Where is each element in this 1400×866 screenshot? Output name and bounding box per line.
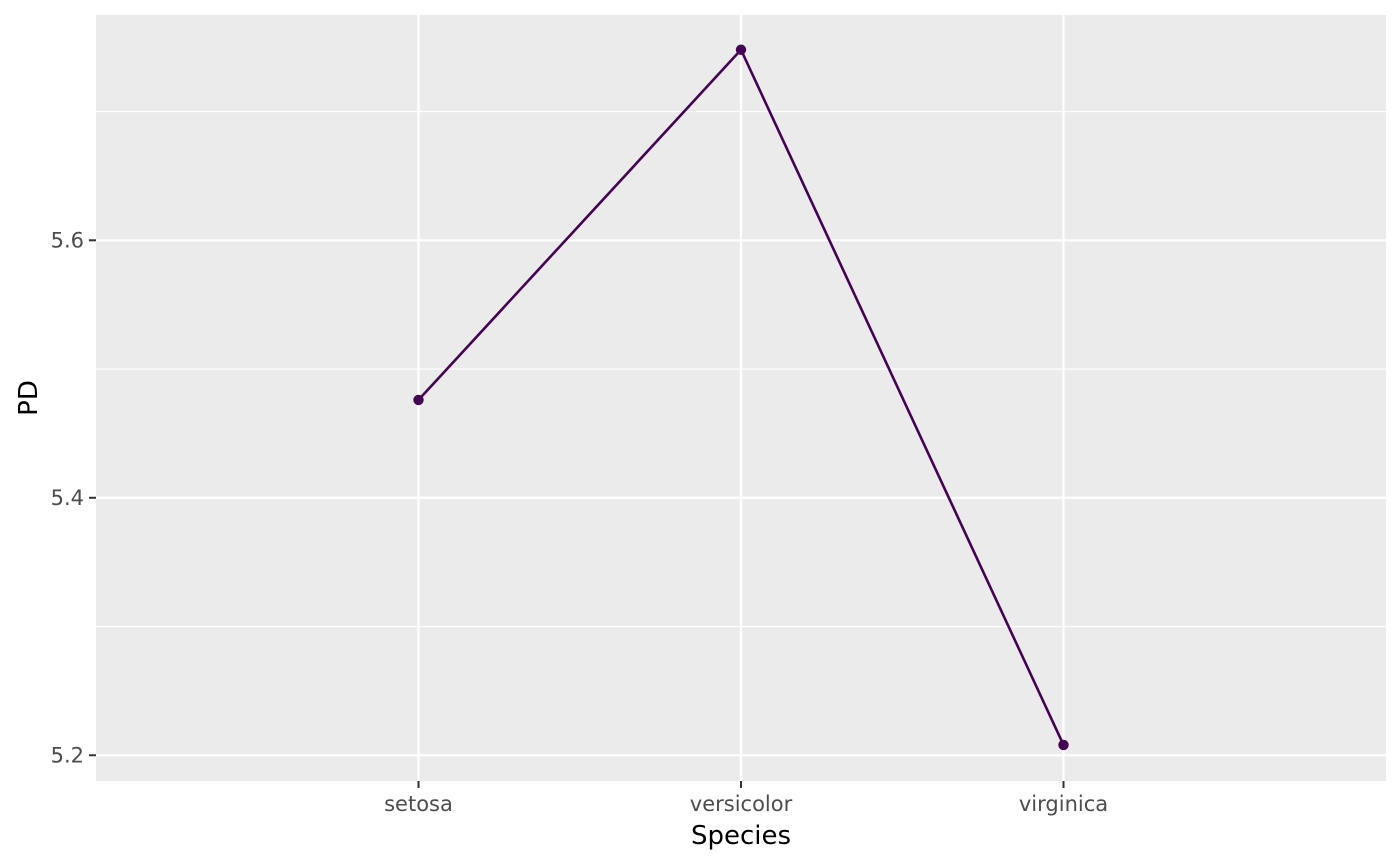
data-point-virginica	[1058, 739, 1069, 751]
y-tick-label: 5.2	[51, 743, 84, 767]
major-gridlines	[96, 15, 1386, 781]
x-tick-label-versicolor: versicolor	[690, 792, 793, 816]
series-layer	[413, 44, 1069, 751]
x-axis-title: Species	[691, 821, 791, 851]
y-axis-title: PD	[14, 380, 44, 416]
y-tick-label: 5.4	[51, 486, 84, 510]
x-tick-label-virginica: virginica	[1019, 792, 1108, 816]
y-axis: 5.2 5.4 5.6	[51, 228, 96, 767]
y-tick-label: 5.6	[51, 228, 84, 252]
x-axis: setosa versicolor virginica	[384, 781, 1108, 816]
data-point-versicolor	[735, 44, 747, 55]
x-tick-label-setosa: setosa	[384, 792, 453, 816]
data-point-setosa	[413, 394, 424, 406]
